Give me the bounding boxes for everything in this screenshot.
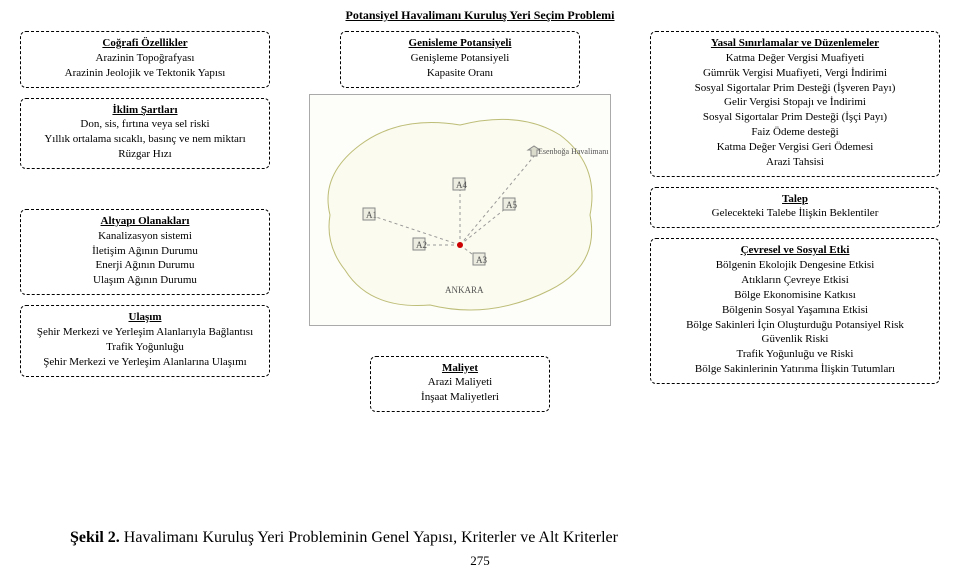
box-demand: Talep Gelecekteki Talebe İlişkin Beklent…: [650, 187, 940, 229]
box-infra: Altyapı Olanakları Kanalizasyon sistemi …: [20, 209, 270, 295]
infra-l4: Ulaşım Ağının Durumu: [25, 273, 265, 288]
legal-header: Yasal Sınırlamalar ve Düzenlemeler: [655, 36, 935, 51]
env-l3: Bölge Ekonomisine Katkısı: [655, 288, 935, 303]
env-header: Çevresel ve Sosyal Etki: [655, 243, 935, 258]
climate-l2: Yıllık ortalama sıcaklı, basınç ve nem m…: [25, 132, 265, 147]
env-l5: Bölge Sakinleri İçin Oluşturduğu Potansi…: [655, 318, 935, 333]
box-transport: Ulaşım Şehir Merkezi ve Yerleşim Alanlar…: [20, 305, 270, 376]
right-column: Yasal Sınırlamalar ve Düzenlemeler Katma…: [650, 31, 940, 412]
infra-l2: İletişim Ağının Durumu: [25, 244, 265, 259]
map-label-a5: A5: [506, 200, 517, 210]
geo-l2: Arazinin Jeolojik ve Tektonik Yapısı: [25, 66, 265, 81]
legal-l3: Sosyal Sigortalar Prim Desteği (İşveren …: [655, 81, 935, 96]
legal-l4: Gelir Vergisi Stopajı ve İndirimi: [655, 95, 935, 110]
legal-l5: Sosyal Sigortalar Prim Desteği (İşçi Pay…: [655, 110, 935, 125]
legal-l7: Katma Değer Vergisi Geri Ödemesi: [655, 140, 935, 155]
legal-l6: Faiz Ödeme desteği: [655, 125, 935, 140]
map-label-esb: Esenboğa Havalimanı: [538, 147, 608, 156]
infra-l1: Kanalizasyon sistemi: [25, 229, 265, 244]
box-legal: Yasal Sınırlamalar ve Düzenlemeler Katma…: [650, 31, 940, 177]
infra-header: Altyapı Olanakları: [25, 214, 265, 229]
columns: Coğrafi Özellikler Arazinin Topoğrafyası…: [0, 23, 960, 412]
box-env: Çevresel ve Sosyal Etki Bölgenin Ekoloji…: [650, 238, 940, 384]
map-label-a4: A4: [456, 180, 467, 190]
caption-bold: Şekil 2.: [70, 529, 120, 546]
transport-l2: Trafik Yoğunluğu: [25, 340, 265, 355]
geo-header: Coğrafi Özellikler: [25, 36, 265, 51]
env-l6: Güvenlik Riski: [655, 332, 935, 347]
transport-l3: Şehir Merkezi ve Yerleşim Alanlarına Ula…: [25, 355, 265, 370]
demand-l1: Gelecekteki Talebe İlişkin Beklentiler: [655, 206, 935, 221]
legal-l2: Gümrük Vergisi Muafiyeti, Vergi İndirimi: [655, 66, 935, 81]
transport-header: Ulaşım: [25, 310, 265, 325]
caption-rest: Havalimanı Kuruluş Yeri Probleminin Gene…: [120, 529, 618, 546]
map-label-ankara: ANKARA: [445, 285, 484, 295]
demand-header: Talep: [655, 192, 935, 207]
figure-caption: Şekil 2. Havalimanı Kuruluş Yeri Problem…: [70, 529, 618, 547]
box-cost: Maliyet Arazi Maliyeti İnşaat Maliyetler…: [370, 356, 550, 413]
expand-l1: Genişleme Potansiyeli: [345, 51, 575, 66]
climate-header: İklim Şartları: [25, 103, 265, 118]
mid-column: Genisleme Potansiyeli Genişleme Potansiy…: [290, 31, 630, 412]
env-l8: Bölge Sakinlerinin Yatırıma İlişkin Tutu…: [655, 362, 935, 377]
climate-l3: Rüzgar Hızı: [25, 147, 265, 162]
left-column: Coğrafi Özellikler Arazinin Topoğrafyası…: [20, 31, 270, 412]
cost-header: Maliyet: [375, 361, 545, 376]
env-l4: Bölgenin Sosyal Yaşamına Etkisi: [655, 303, 935, 318]
expand-header: Genisleme Potansiyeli: [345, 36, 575, 51]
map-label-a2: A2: [416, 240, 427, 250]
box-geographic: Coğrafi Özellikler Arazinin Topoğrafyası…: [20, 31, 270, 88]
expand-l2: Kapasite Oranı: [345, 66, 575, 81]
cost-l1: Arazi Maliyeti: [375, 375, 545, 390]
env-l7: Trafik Yoğunluğu ve Riski: [655, 347, 935, 362]
map-ankara: ANKARA Esenboğa Havalimanı A1 A2 A3 A4 A…: [309, 94, 611, 326]
box-expand: Genisleme Potansiyeli Genişleme Potansiy…: [340, 31, 580, 88]
env-l2: Atıkların Çevreye Etkisi: [655, 273, 935, 288]
map-label-a1: A1: [366, 210, 377, 220]
climate-l1: Don, sis, fırtına veya sel riski: [25, 117, 265, 132]
infra-l3: Enerji Ağının Durumu: [25, 258, 265, 273]
env-l1: Bölgenin Ekolojik Dengesine Etkisi: [655, 258, 935, 273]
geo-l1: Arazinin Topoğrafyası: [25, 51, 265, 66]
page-title: Potansiyel Havalimanı Kuruluş Yeri Seçim…: [0, 0, 960, 23]
legal-l8: Arazi Tahsisi: [655, 155, 935, 170]
transport-l1: Şehir Merkezi ve Yerleşim Alanlarıyla Ba…: [25, 325, 265, 340]
cost-l2: İnşaat Maliyetleri: [375, 390, 545, 405]
page-number: 275: [0, 553, 960, 569]
legal-l1: Katma Değer Vergisi Muafiyeti: [655, 51, 935, 66]
box-climate: İklim Şartları Don, sis, fırtına veya se…: [20, 98, 270, 169]
map-label-a3: A3: [476, 255, 487, 265]
